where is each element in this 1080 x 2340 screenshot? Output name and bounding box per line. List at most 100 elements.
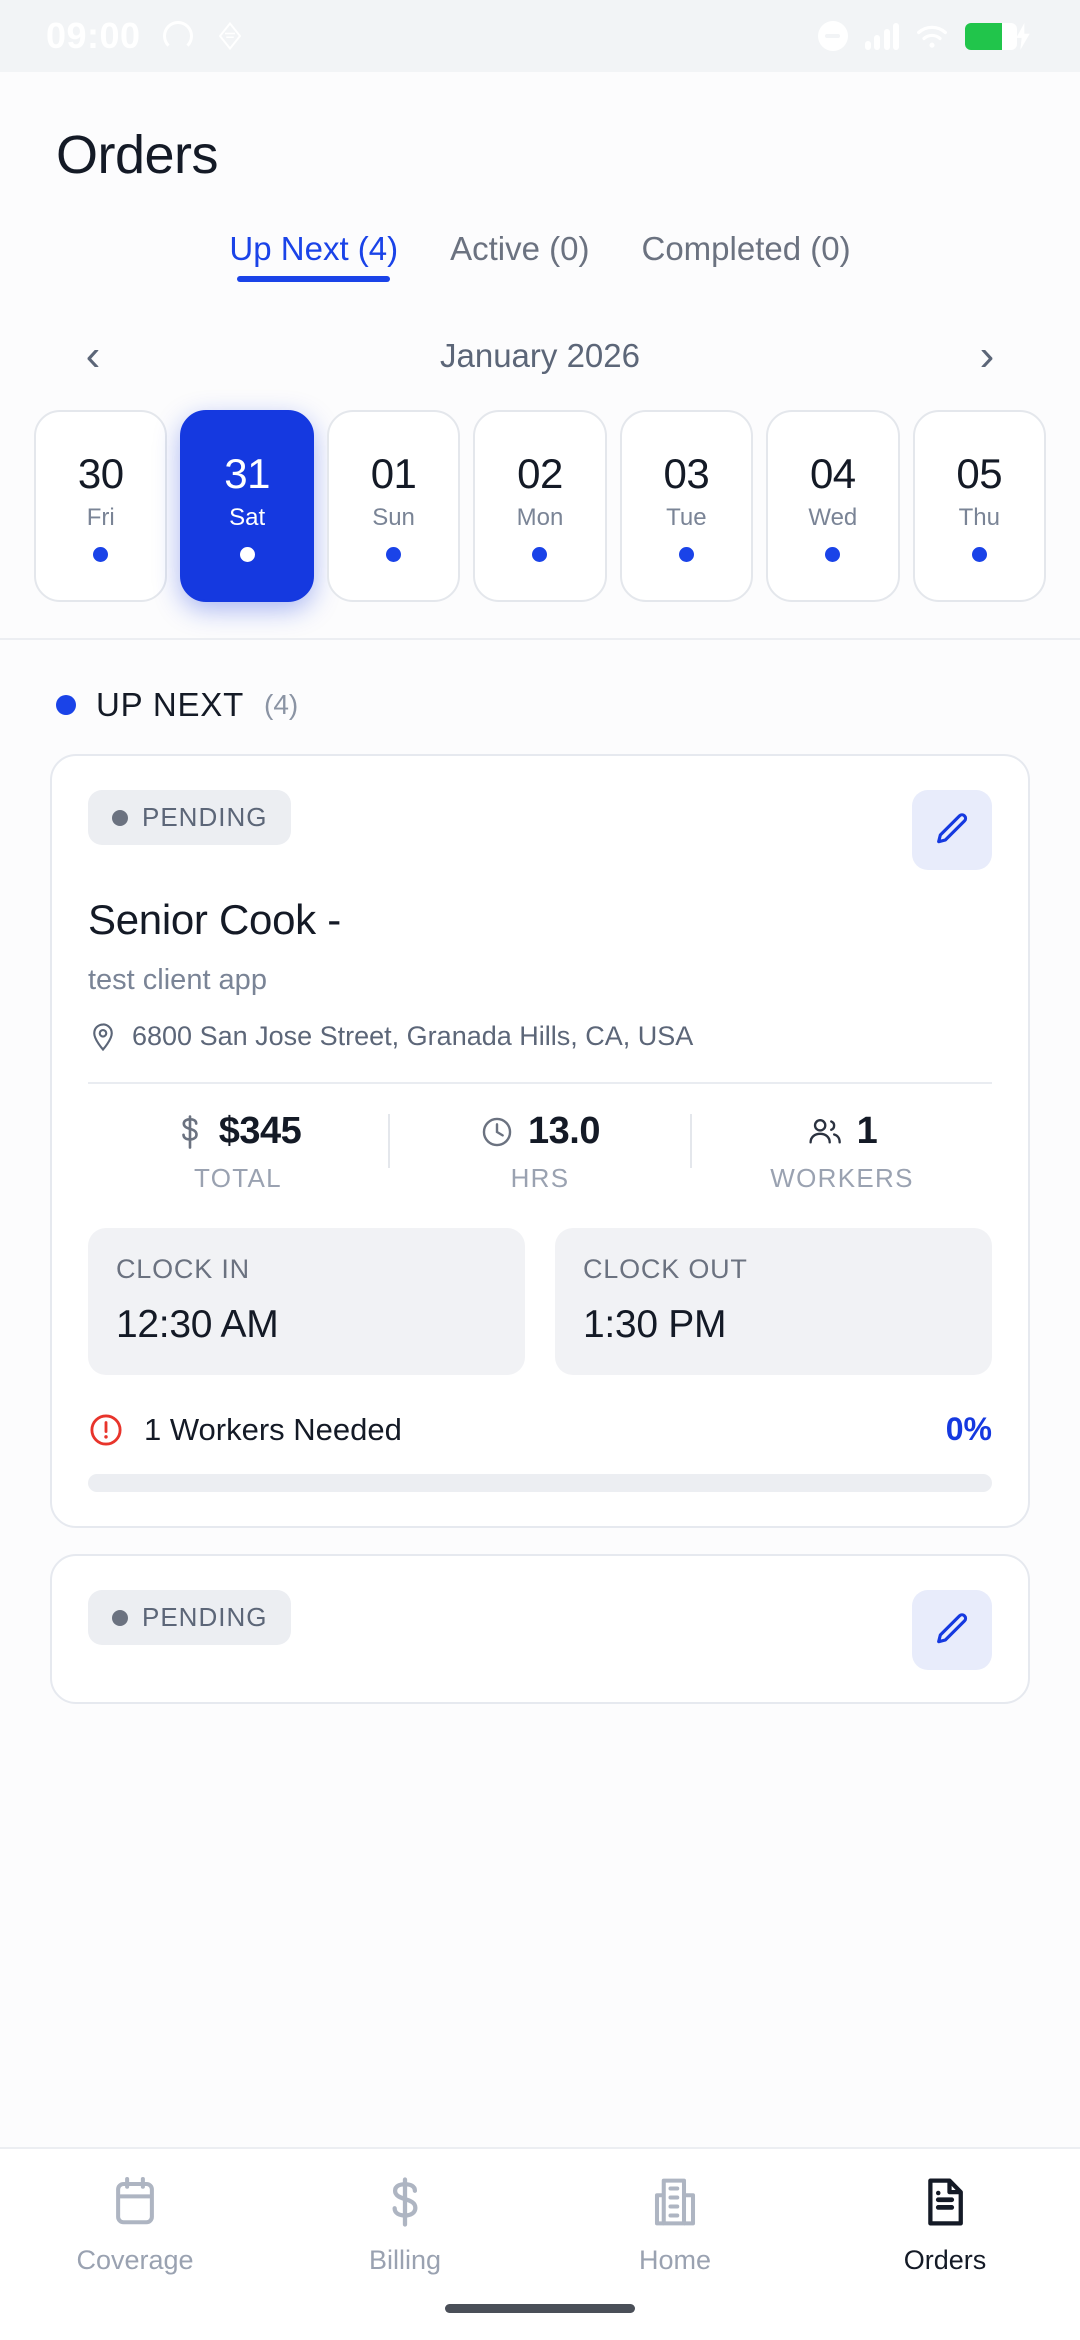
workers-needed-row: 1 Workers Needed 0% <box>88 1411 992 1448</box>
location-pin-icon <box>93 1022 113 1051</box>
date-chip-number: 31 <box>224 450 270 497</box>
stat-workers-label: WORKERS <box>770 1163 914 1193</box>
date-chip-dot <box>239 547 255 562</box>
section-dot-icon <box>56 695 76 715</box>
date-chip-weekday: Mon <box>516 504 564 531</box>
wifi-icon <box>917 25 947 48</box>
order-title: Senior Cook - <box>88 896 341 943</box>
home-indicator-bar <box>0 2276 1080 2340</box>
pencil-icon <box>937 1613 968 1644</box>
stat-hours-value: 13.0 <box>528 1110 600 1152</box>
tab-up-next[interactable]: Up Next (4) <box>229 230 398 282</box>
next-month-button[interactable]: › <box>979 331 995 380</box>
section-title: UP NEXT <box>96 686 245 723</box>
document-icon <box>928 2178 963 2226</box>
section-divider <box>0 638 1080 640</box>
clock-in-value: 12:30 AM <box>116 1303 279 1346</box>
dollar-icon <box>392 2177 418 2227</box>
status-dot-icon <box>112 1609 128 1626</box>
do-not-disturb-icon <box>817 21 848 51</box>
stat-total: $345 TOTAL <box>88 1110 388 1194</box>
users-icon <box>809 1118 841 1144</box>
fill-percent: 0% <box>945 1411 992 1447</box>
date-chip-04[interactable]: 04 Wed <box>766 410 900 602</box>
tab-active[interactable]: Active (0) <box>450 230 590 267</box>
date-chip-dot <box>386 547 402 562</box>
stat-workers: 1 WORKERS <box>692 1110 992 1194</box>
tab-up-next-label: Up Next (4) <box>229 230 399 267</box>
section-count: (4) <box>264 689 299 720</box>
pencil-icon <box>937 813 968 844</box>
date-strip: 30 Fri 31 Sat 01 Sun 02 Mon 03 Tue 04 We… <box>0 378 1080 638</box>
calendar-icon <box>116 2177 154 2225</box>
date-chip-30[interactable]: 30 Fri <box>34 410 168 602</box>
date-chip-dot <box>825 547 841 562</box>
stat-hours-label: HRS <box>510 1163 570 1193</box>
date-chip-dot <box>971 547 987 562</box>
diamond-icon <box>218 21 241 51</box>
stat-divider <box>690 1114 692 1168</box>
clock-icon <box>482 1117 512 1146</box>
clock-out-value: 1:30 PM <box>583 1303 727 1346</box>
stat-total-value: $345 <box>218 1110 302 1152</box>
battery-icon <box>965 22 1017 50</box>
order-client: test client app <box>88 964 267 996</box>
staffing-progress-bar <box>88 1474 992 1492</box>
tab-completed[interactable]: Completed (0) <box>641 230 851 267</box>
status-bar: 09:00 <box>0 0 1080 72</box>
status-bar-left: 09:00 <box>46 15 245 57</box>
order-card-header: PENDING <box>88 1590 992 1670</box>
date-chip-weekday: Sun <box>372 504 415 531</box>
date-chip-02[interactable]: 02 Mon <box>473 410 607 602</box>
order-address: 6800 San Jose Street, Granada Hills, CA,… <box>132 1021 694 1051</box>
date-chip-weekday: Thu <box>958 504 1000 531</box>
stat-hours: 13.0 HRS <box>390 1110 690 1194</box>
date-chip-number: 05 <box>956 450 1003 497</box>
date-chip-weekday: Tue <box>666 504 707 531</box>
order-address-row: 6800 San Jose Street, Granada Hills, CA,… <box>88 1021 992 1052</box>
nav-label-orders: Orders <box>903 2245 987 2275</box>
date-chip-weekday: Sat <box>229 504 266 531</box>
date-chip-number: 03 <box>663 450 710 497</box>
date-chip-03[interactable]: 03 Tue <box>619 410 754 602</box>
date-chip-number: 02 <box>517 450 563 497</box>
cellular-signal-icon <box>864 22 899 50</box>
nav-item-home[interactable]: Home <box>540 2175 810 2276</box>
stat-divider <box>388 1114 390 1168</box>
section-header-up-next: UP NEXT (4) <box>0 640 1080 754</box>
month-navigator: ‹ January 2026 › <box>0 282 1080 378</box>
clock-out-box[interactable]: CLOCK OUT 1:30 PM <box>555 1228 992 1375</box>
nav-label-billing: Billing <box>368 2245 442 2275</box>
home-indicator[interactable] <box>445 2303 635 2313</box>
nav-label-home: Home <box>638 2245 712 2275</box>
edit-order-button[interactable] <box>912 1590 992 1670</box>
prev-month-button[interactable]: ‹ <box>85 331 101 380</box>
status-badge-label: PENDING <box>142 1602 268 1632</box>
date-chip-number: 04 <box>809 450 856 497</box>
date-chip-dot <box>678 547 694 562</box>
date-chip-number: 01 <box>370 450 417 497</box>
date-chip-number: 30 <box>77 450 124 497</box>
stat-total-label: TOTAL <box>194 1163 282 1193</box>
status-badge: PENDING <box>88 790 292 845</box>
alert-circle-icon <box>90 1413 122 1446</box>
nav-item-billing[interactable]: Billing <box>270 2175 540 2276</box>
card-separator <box>88 1082 992 1084</box>
order-card[interactable]: PENDING Senior Cook - test client app 68… <box>50 754 1030 1528</box>
clock-in-box[interactable]: CLOCK IN 12:30 AM <box>88 1228 525 1375</box>
clock-times: CLOCK IN 12:30 AM CLOCK OUT 1:30 PM <box>88 1228 992 1375</box>
edit-order-button[interactable] <box>912 790 992 870</box>
nav-item-orders[interactable]: Orders <box>810 2175 1080 2276</box>
stat-workers-value: 1 <box>856 1110 878 1152</box>
order-card[interactable]: PENDING <box>50 1554 1030 1704</box>
status-bar-right <box>817 21 1035 51</box>
month-label: January 2026 <box>440 337 640 374</box>
page-title: Orders <box>56 125 219 185</box>
date-chip-31-selected[interactable]: 31 Sat <box>180 410 314 602</box>
nav-item-coverage[interactable]: Coverage <box>0 2175 270 2276</box>
date-chip-01[interactable]: 01 Sun <box>326 410 461 602</box>
date-chip-05[interactable]: 05 Thu <box>912 410 1046 602</box>
status-badge-label: PENDING <box>142 802 268 832</box>
clock-in-label: CLOCK IN <box>116 1254 250 1284</box>
status-dot-icon <box>112 809 128 826</box>
